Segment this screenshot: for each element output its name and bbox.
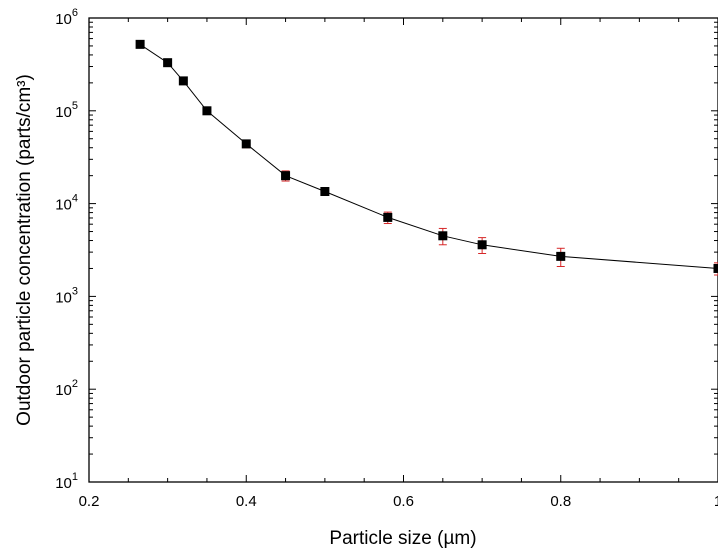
data-point xyxy=(438,231,448,241)
y-tick-label: 103 xyxy=(55,285,78,306)
y-tick-label-base: 10 xyxy=(55,289,72,306)
data-point xyxy=(178,76,188,86)
y-tick-label-exponent: 6 xyxy=(72,7,78,19)
y-tick-label: 106 xyxy=(55,7,78,28)
plot-frame xyxy=(88,17,718,483)
axis-ticks xyxy=(88,17,718,483)
data-point xyxy=(713,263,718,273)
y-tick-label-base: 10 xyxy=(55,475,72,492)
data-point xyxy=(320,187,330,197)
y-tick-label-exponent: 2 xyxy=(72,378,78,390)
y-tick-label-exponent: 5 xyxy=(72,100,78,112)
data-point xyxy=(383,212,393,222)
y-axis-title: Outdoor particle concentration (parts/cm… xyxy=(14,74,35,426)
data-point xyxy=(202,106,212,116)
y-tick-label-exponent: 3 xyxy=(72,285,78,297)
data-point xyxy=(241,139,251,149)
x-tick-label: 0.2 xyxy=(79,493,100,510)
x-tick-label: 0.4 xyxy=(236,493,257,510)
y-tick-label-base: 10 xyxy=(55,104,72,121)
y-tick-label-base: 10 xyxy=(55,382,72,399)
y-tick-label: 102 xyxy=(55,378,78,399)
y-tick-label-exponent: 4 xyxy=(72,193,78,205)
data-point xyxy=(477,240,487,250)
y-tick-label: 101 xyxy=(55,471,78,492)
tick-labels: 0.20.40.60.81101102103104105106 xyxy=(55,7,718,510)
y-tick-label-base: 10 xyxy=(55,11,72,28)
x-axis-title: Particle size (µm) xyxy=(329,528,476,549)
data-point xyxy=(281,171,291,181)
data-point xyxy=(135,39,145,49)
x-tick-label: 0.8 xyxy=(550,493,571,510)
y-tick-label: 104 xyxy=(55,193,78,214)
x-tick-label: 1 xyxy=(714,493,718,510)
y-tick-label: 105 xyxy=(55,100,78,121)
y-tick-label-exponent: 1 xyxy=(72,471,78,483)
data-series xyxy=(135,39,718,276)
data-point xyxy=(163,58,173,68)
x-tick-label: 0.6 xyxy=(393,493,414,510)
series-line xyxy=(139,43,718,269)
data-point xyxy=(556,251,566,261)
y-tick-label-base: 10 xyxy=(55,197,72,214)
